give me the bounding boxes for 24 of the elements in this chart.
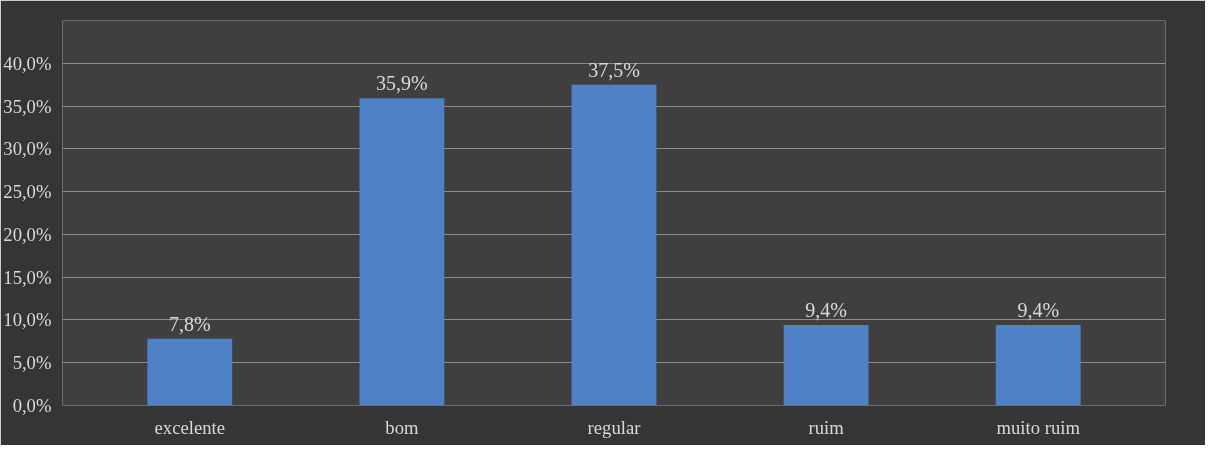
data-label: 7,8% <box>168 312 211 335</box>
bar <box>571 84 657 406</box>
data-label: 35,9% <box>376 72 428 95</box>
y-tick-label: 15,0% <box>3 266 52 288</box>
x-tick-label: bom <box>385 416 419 438</box>
data-label: 37,5% <box>588 58 640 81</box>
bar <box>147 338 233 406</box>
y-tick-label: 0,0% <box>12 395 52 416</box>
bar <box>359 98 445 406</box>
y-tick-label: 35,0% <box>3 95 52 117</box>
y-tick-label: 10,0% <box>3 309 52 331</box>
x-tick-label: ruim <box>808 416 845 438</box>
bar <box>995 325 1081 406</box>
y-tick-label: 25,0% <box>3 181 52 203</box>
data-label: 9,4% <box>1017 299 1060 322</box>
bar <box>783 325 869 406</box>
y-tick-label: 30,0% <box>3 138 52 160</box>
x-tick-label: excelente <box>154 416 225 438</box>
y-tick-label: 5,0% <box>12 352 52 374</box>
x-tick-label: muito ruim <box>996 416 1081 438</box>
y-tick-label: 20,0% <box>3 223 52 245</box>
y-tick-label: 40,0% <box>3 52 52 74</box>
x-tick-label: regular <box>587 416 642 438</box>
data-label: 9,4% <box>805 299 847 322</box>
